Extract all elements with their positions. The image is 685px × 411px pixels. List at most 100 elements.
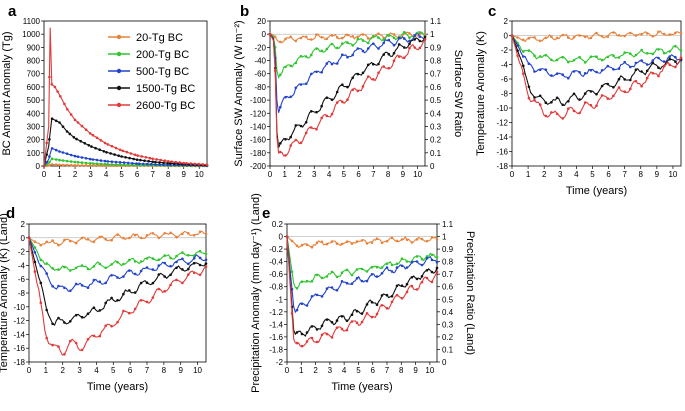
data-point xyxy=(69,239,72,243)
data-point xyxy=(84,128,88,131)
data-point xyxy=(400,257,404,261)
data-point xyxy=(99,159,103,162)
y-tick-label: -2 xyxy=(276,358,284,367)
data-point xyxy=(662,60,666,63)
y2-tick-label: 1.1 xyxy=(430,17,442,26)
data-point xyxy=(544,36,548,40)
data-point xyxy=(181,281,184,285)
data-point xyxy=(273,69,277,72)
data-point xyxy=(145,234,149,237)
data-point xyxy=(193,162,197,166)
series-2600-tg-bc xyxy=(268,32,427,157)
data-point xyxy=(139,260,143,263)
y2-tick-label: 0.4 xyxy=(442,308,454,317)
data-point xyxy=(133,272,137,276)
data-point xyxy=(137,162,141,165)
data-point xyxy=(629,87,632,91)
data-point xyxy=(39,281,43,285)
data-point xyxy=(330,34,334,37)
data-point xyxy=(299,124,303,128)
data-point xyxy=(80,124,84,128)
data-point xyxy=(198,263,202,267)
data-point xyxy=(91,162,95,165)
data-point xyxy=(315,110,318,114)
data-point xyxy=(279,142,282,145)
data-point xyxy=(392,36,396,40)
data-point xyxy=(365,279,369,283)
data-point xyxy=(198,230,202,233)
y-tick-label: -8 xyxy=(18,289,26,298)
data-point xyxy=(403,30,406,34)
data-point xyxy=(410,241,414,244)
panel-c: c 0 1 2 3 4 5 6 7 8 9 10 -18 -16 -14 -12 -10 -8 -6 -4 -2 0 2 Te… xyxy=(475,3,683,197)
data-point xyxy=(300,302,304,306)
data-point xyxy=(147,159,150,163)
y2-tick-label: 0.1 xyxy=(430,149,442,158)
data-point xyxy=(425,269,429,272)
y-tick-label: -0.2 xyxy=(269,245,283,254)
data-point xyxy=(169,264,172,268)
data-point xyxy=(310,126,313,129)
data-point xyxy=(158,161,161,164)
data-point xyxy=(139,158,142,162)
data-point xyxy=(155,158,158,161)
data-point xyxy=(617,56,621,59)
y-tick-label: -180 xyxy=(250,149,267,158)
data-point xyxy=(346,85,349,89)
data-point xyxy=(415,255,419,258)
data-point xyxy=(370,315,374,319)
data-point xyxy=(315,33,318,36)
y-tick-label: -1.2 xyxy=(269,308,283,317)
data-point xyxy=(98,280,102,284)
data-point xyxy=(143,159,146,162)
data-point xyxy=(346,56,349,59)
data-point xyxy=(279,105,282,109)
data-point xyxy=(425,254,429,258)
y2-tick-label: 1.1 xyxy=(442,220,454,229)
data-point xyxy=(325,37,329,40)
data-point xyxy=(410,276,414,279)
panel-d: d 0 1 2 3 4 5 6 7 8 9 10 -18 -16 -14 -12 -10 -8 -6 -4 -2 0 2 Te… xyxy=(0,205,208,393)
data-point xyxy=(430,270,434,274)
data-point xyxy=(418,39,422,43)
data-point xyxy=(300,344,304,348)
data-point xyxy=(350,273,354,277)
data-point xyxy=(305,331,309,334)
data-point xyxy=(538,94,542,98)
data-point xyxy=(117,154,120,157)
y2-tick-label: 0.1 xyxy=(442,345,454,354)
data-point xyxy=(45,160,48,164)
series-1500-tg-bc xyxy=(510,34,683,107)
y2-tick-label: 0.8 xyxy=(430,57,442,66)
data-point xyxy=(629,65,632,69)
data-point xyxy=(366,41,370,45)
data-point xyxy=(589,90,593,93)
data-point xyxy=(600,58,604,62)
data-point xyxy=(57,345,60,348)
data-point xyxy=(640,85,643,88)
data-point xyxy=(63,353,66,356)
data-point xyxy=(679,49,683,52)
data-point xyxy=(69,269,72,272)
data-point xyxy=(128,269,131,272)
data-point xyxy=(50,163,54,166)
data-point xyxy=(657,56,660,60)
data-point xyxy=(133,307,137,311)
data-point xyxy=(365,312,369,315)
data-point xyxy=(330,62,334,66)
data-point xyxy=(612,54,615,57)
series-2600-tg-bc xyxy=(42,27,209,168)
data-point xyxy=(435,238,439,241)
data-point xyxy=(45,153,48,156)
data-point xyxy=(169,231,172,235)
data-point xyxy=(629,31,632,35)
data-point xyxy=(550,101,553,104)
data-point xyxy=(80,348,84,352)
data-point xyxy=(84,164,88,167)
data-point xyxy=(555,36,559,40)
data-point xyxy=(341,83,344,86)
y-tick-label: -8 xyxy=(501,90,509,99)
data-point xyxy=(163,275,166,278)
y-tick-label: 0.2 xyxy=(272,220,284,229)
